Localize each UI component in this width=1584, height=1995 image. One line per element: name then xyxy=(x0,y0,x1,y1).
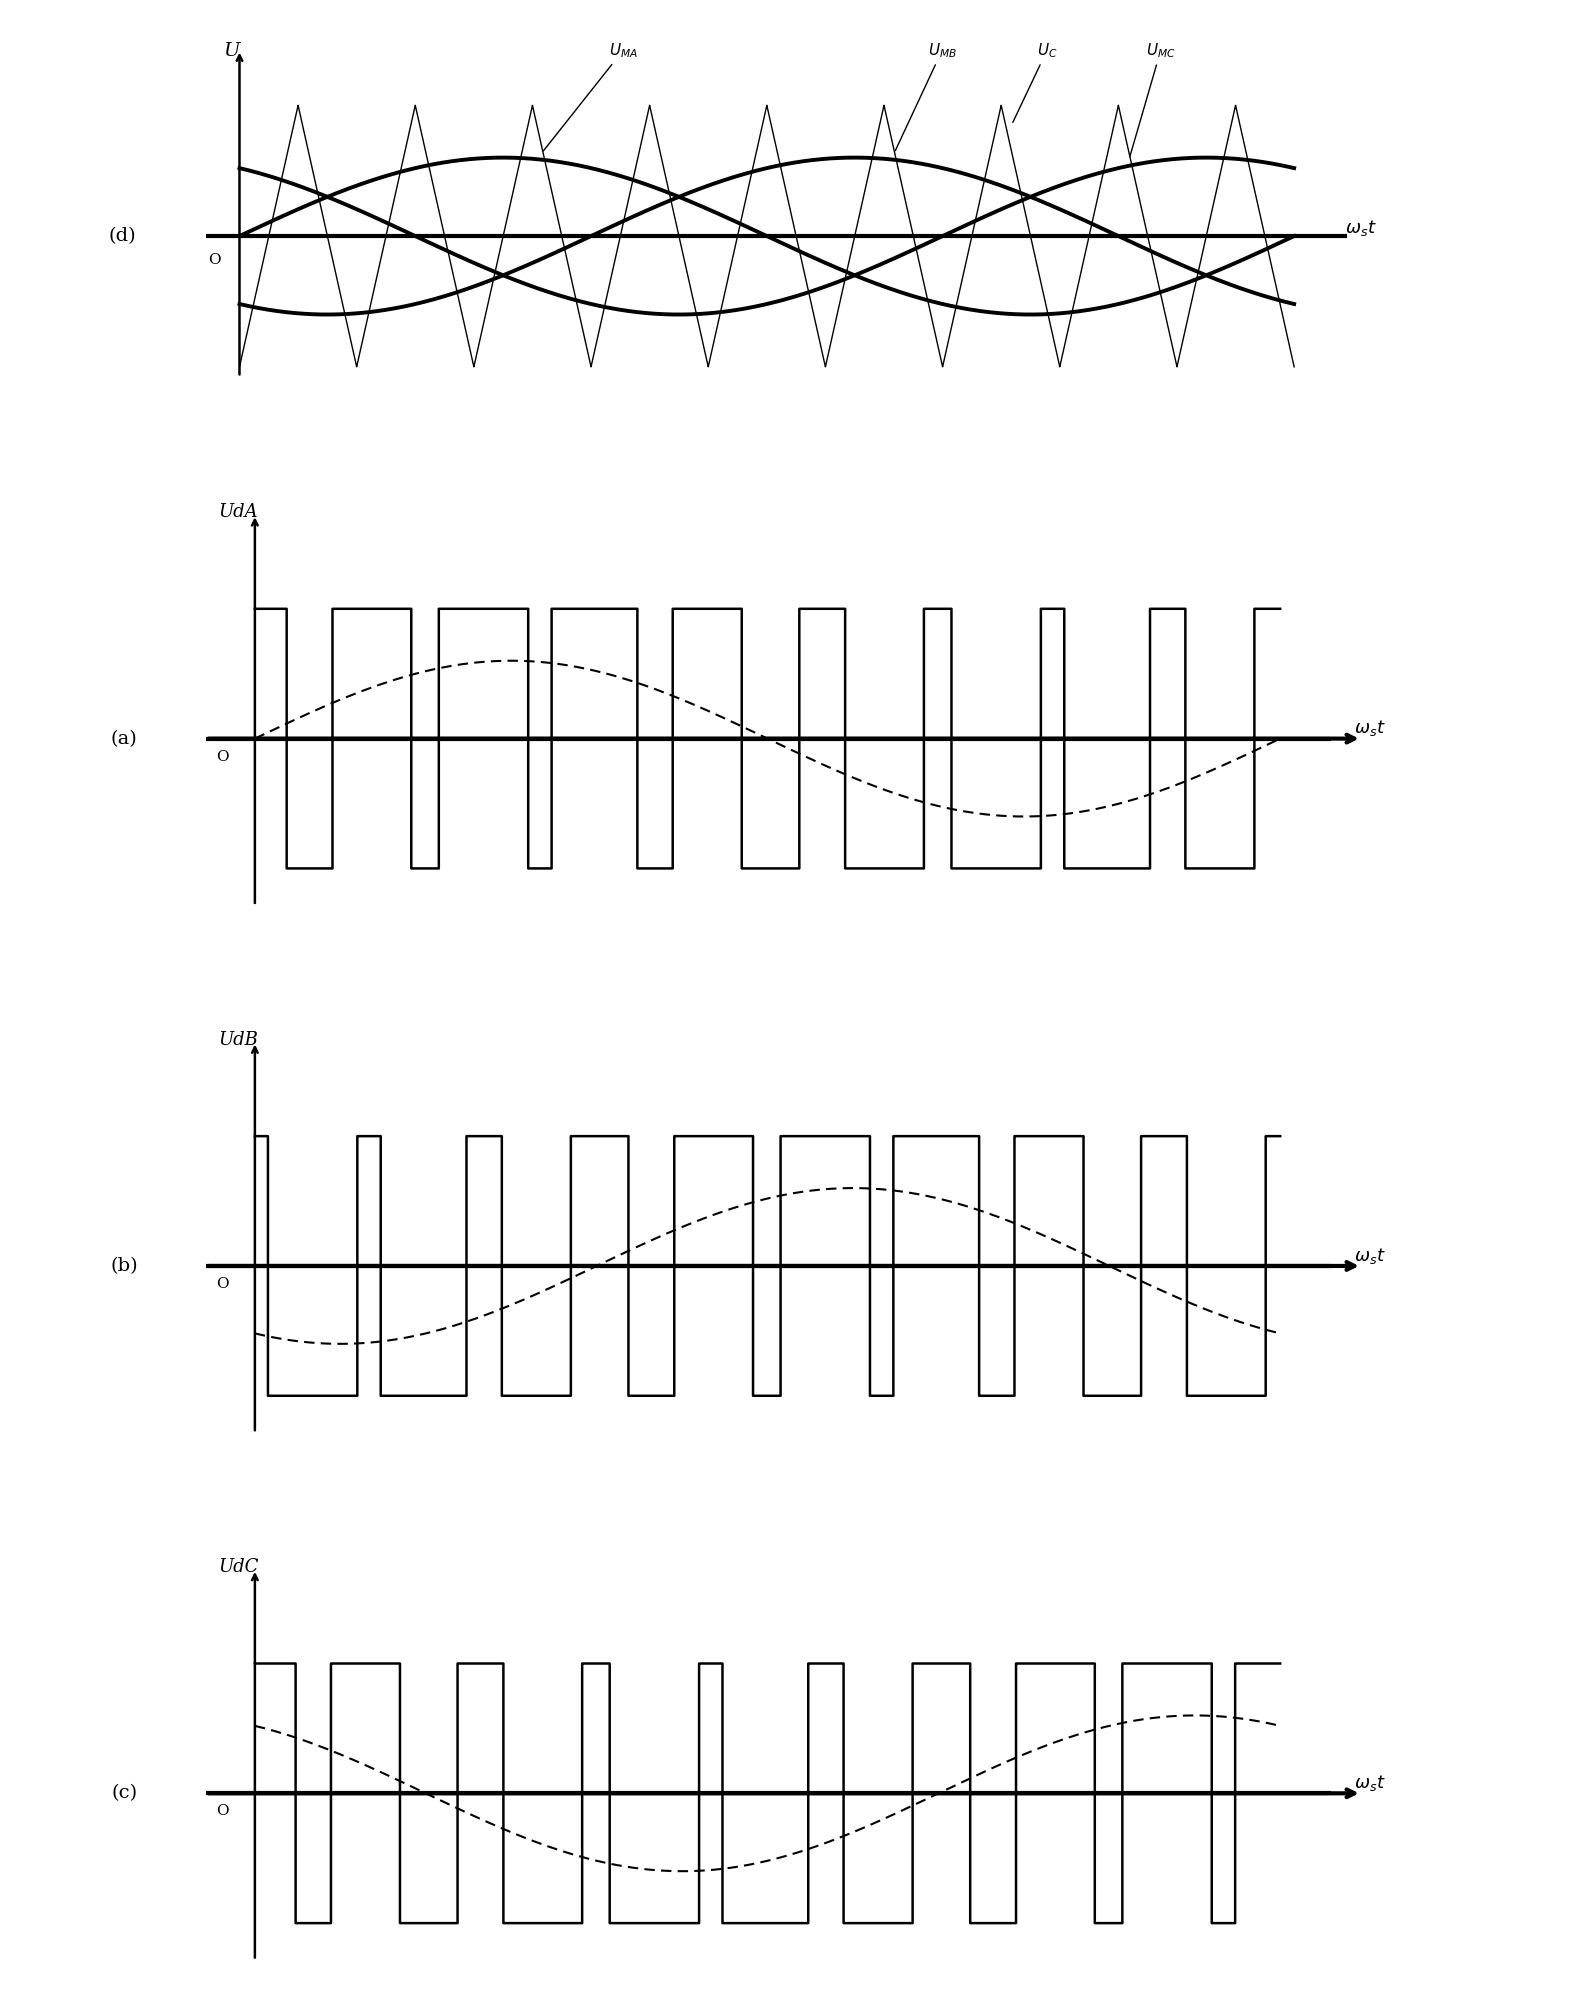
Text: O: O xyxy=(215,750,228,764)
Text: $\omega_s t$: $\omega_s t$ xyxy=(1345,217,1376,237)
Text: $U_{MB}$: $U_{MB}$ xyxy=(895,40,957,152)
Text: $U_{MA}$: $U_{MA}$ xyxy=(543,40,638,152)
Text: UdC: UdC xyxy=(219,1558,258,1576)
Text: $\omega_s t$: $\omega_s t$ xyxy=(1354,1774,1386,1794)
Text: (b): (b) xyxy=(111,1257,138,1275)
Text: (d): (d) xyxy=(108,227,136,245)
Text: $U_C$: $U_C$ xyxy=(1012,40,1058,122)
Text: (c): (c) xyxy=(111,1784,138,1801)
Text: $U_{MC}$: $U_{MC}$ xyxy=(1129,40,1175,156)
Text: U: U xyxy=(223,42,239,60)
Text: O: O xyxy=(208,253,220,267)
Text: $\omega_s t$: $\omega_s t$ xyxy=(1354,718,1386,738)
Text: O: O xyxy=(215,1277,228,1291)
Text: UdA: UdA xyxy=(219,503,258,521)
Text: $\omega_s t$: $\omega_s t$ xyxy=(1354,1245,1386,1265)
Text: (a): (a) xyxy=(111,730,138,748)
Text: O: O xyxy=(215,1805,228,1819)
Text: UdB: UdB xyxy=(219,1031,258,1049)
